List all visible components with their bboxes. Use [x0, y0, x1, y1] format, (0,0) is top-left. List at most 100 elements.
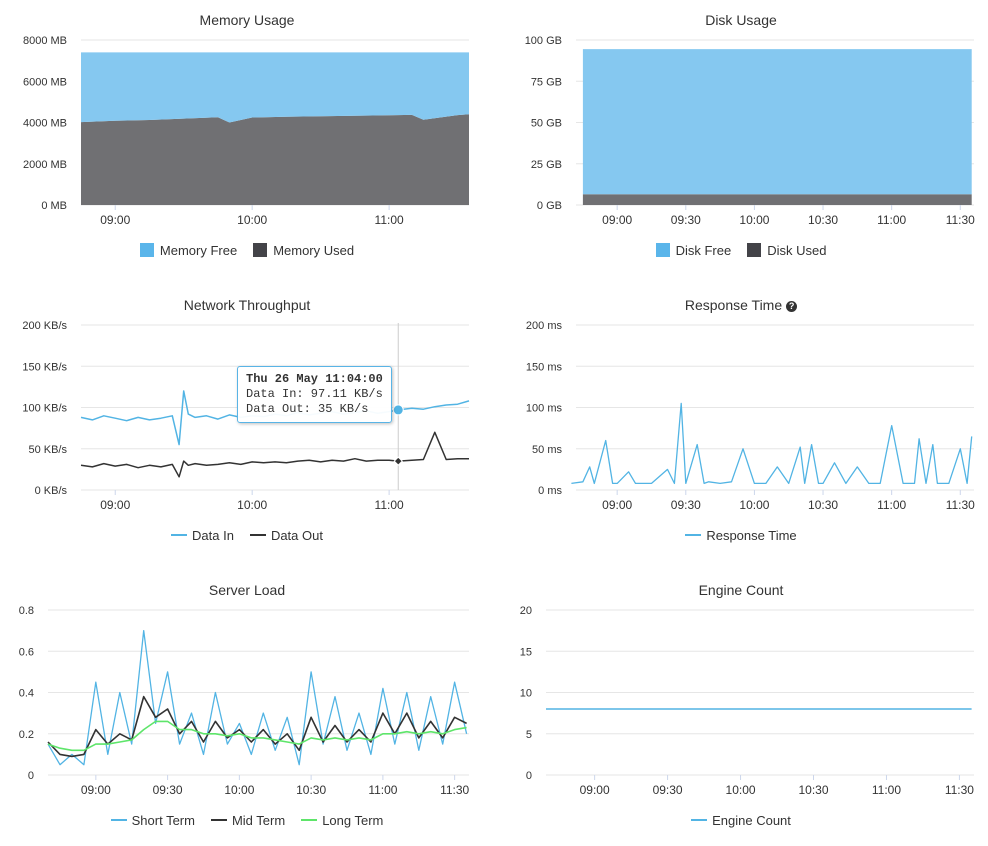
server-load-title: Server Load [208, 582, 286, 598]
y-tick-label: 75 GB [531, 76, 562, 88]
legend-swatch-icon [301, 819, 318, 821]
legend-label: Response Time [706, 528, 797, 543]
y-tick-label: 6000 MB [23, 76, 67, 88]
x-tick-label: 09:00 [81, 783, 111, 797]
legend-label: Disk Free [675, 243, 732, 258]
legend-item-memory-used[interactable]: Memory Used [253, 243, 354, 258]
legend-item-long-term[interactable]: Long Term [301, 813, 383, 828]
legend-item-data-out[interactable]: Data Out [249, 528, 323, 543]
y-tick-label: 5 [526, 729, 532, 741]
legend-item-disk-used[interactable]: Disk Used [747, 243, 826, 258]
disk-usage-panel: Disk Usage 100 GB 75 GB 50 GB 25 GB 0 GB 09:0… [494, 0, 988, 280]
legend-swatch-icon [747, 243, 762, 257]
server-load-chart: 0.8 0.6 0.4 0.2 0 09:00 09:30 10:00 10:30 11:00 11… [19, 605, 470, 797]
disk-usage-chart: 100 GB 75 GB 50 GB 25 GB 0 GB 09:00 09:30 10:00… [525, 35, 975, 227]
legend-label: Mid Term [231, 813, 286, 828]
x-tick-label: 10:00 [237, 213, 267, 227]
x-tick-label: 11:00 [877, 213, 906, 227]
x-tick-label: 09:00 [100, 213, 130, 227]
tooltip-data-in: Data In: 97.11 KB/s [246, 387, 383, 401]
y-tick-label: 100 ms [526, 403, 563, 415]
y-tick-label: 0.4 [19, 688, 34, 700]
response-time-panel: Response Time? 200 ms 150 ms 100 ms 50 ms 0 … [494, 285, 988, 565]
x-tick-label: 10:00 [739, 213, 769, 227]
disk-usage-title: Disk Usage [705, 12, 777, 28]
y-tick-label: 0 [28, 770, 34, 782]
response-time-title-row: Response Time? [494, 297, 988, 313]
x-tick-label: 11:30 [440, 783, 469, 797]
y-tick-label: 150 KB/s [22, 361, 67, 373]
y-tick-label: 50 GB [531, 118, 562, 130]
legend-item-response-time[interactable]: Response Time [685, 528, 797, 543]
mid-term-line [47, 695, 467, 758]
x-tick-label: 11:30 [946, 213, 975, 227]
engine-count-panel: Engine Count 20 15 10 5 0 09:00 09:30 10:00 10:3… [494, 570, 988, 846]
disk-free-area [582, 49, 972, 195]
y-tick-label: 8000 MB [23, 35, 67, 47]
legend-label: Engine Count [712, 813, 791, 828]
server-load-legend: Short Term Mid Term Long Term [0, 813, 494, 828]
x-tick-label: 09:00 [100, 498, 130, 512]
y-tick-label: 0 KB/s [35, 485, 68, 497]
y-tick-label: 25 GB [531, 159, 562, 171]
y-tick-label: 0.2 [19, 729, 34, 741]
y-tick-label: 15 [520, 646, 532, 658]
server-load-panel: Server Load 0.8 0.6 0.4 0.2 0 09:00 09:30 10:00… [0, 570, 494, 846]
y-tick-label: 0.6 [19, 646, 34, 658]
x-tick-label: 11:00 [368, 783, 397, 797]
legend-swatch-icon [655, 243, 670, 257]
y-tick-label: 100 KB/s [22, 403, 67, 415]
legend-swatch-icon [249, 534, 266, 536]
x-tick-label: 11:30 [946, 498, 975, 512]
x-tick-label: 11:00 [375, 498, 404, 512]
disk-usage-legend: Disk Free Disk Used [494, 243, 988, 258]
response-time-chart: 200 ms 150 ms 100 ms 50 ms 0 ms 09:00 09:30 10:… [526, 320, 975, 512]
x-tick-label: 10:00 [726, 783, 756, 797]
memory-usage-legend: Memory Free Memory Used [0, 243, 494, 258]
response-time-line [571, 402, 973, 485]
x-tick-label: 09:30 [653, 783, 683, 797]
x-tick-label: 10:00 [224, 783, 254, 797]
response-time-legend: Response Time [494, 528, 988, 543]
legend-item-mid-term[interactable]: Mid Term [210, 813, 286, 828]
network-throughput-legend: Data In Data Out [0, 528, 494, 543]
response-time-title: Response Time [684, 297, 783, 313]
y-tick-label: 50 ms [532, 444, 562, 456]
legend-swatch-icon [110, 819, 127, 821]
legend-item-engine-count[interactable]: Engine Count [691, 813, 791, 828]
disk-used-area [582, 194, 972, 205]
y-tick-label: 0 [526, 770, 532, 782]
legend-swatch-icon [210, 819, 227, 821]
y-tick-label: 200 KB/s [22, 320, 67, 332]
question-circle-icon[interactable]: ? [786, 301, 798, 312]
x-tick-label: 11:30 [945, 783, 974, 797]
legend-item-data-in[interactable]: Data In [171, 528, 234, 543]
engine-count-chart: 20 15 10 5 0 09:00 09:30 10:00 10:30 11:00 11:30 [520, 605, 975, 797]
x-tick-label: 11:00 [375, 213, 404, 227]
tooltip-data-out: Data Out: 35 KB/s [246, 402, 369, 416]
y-tick-label: 150 ms [526, 361, 563, 373]
network-throughput-title: Network Throughput [183, 297, 311, 313]
network-tooltip: Thu 26 May 11:04:00 Data In: 97.11 KB/s … [237, 366, 392, 423]
data-out-hover-marker [393, 456, 403, 466]
y-tick-label: 0 GB [537, 200, 562, 212]
memory-used-area [81, 114, 469, 205]
memory-free-area [81, 52, 469, 123]
legend-item-disk-free[interactable]: Disk Free [655, 243, 732, 258]
legend-item-short-term[interactable]: Short Term [110, 813, 195, 828]
memory-usage-panel: Memory Usage 8000 MB 6000 MB 4000 MB 2000 M… [0, 0, 494, 280]
long-term-line [47, 720, 467, 752]
x-tick-label: 09:00 [602, 213, 632, 227]
x-tick-label: 10:30 [808, 498, 838, 512]
legend-swatch-icon [685, 534, 702, 536]
legend-label: Disk Used [767, 243, 827, 258]
data-out-line [80, 431, 469, 478]
y-tick-label: 2000 MB [23, 159, 67, 171]
y-tick-label: 4000 MB [23, 118, 67, 130]
legend-label: Memory Used [273, 243, 355, 258]
legend-swatch-icon [171, 534, 188, 536]
x-tick-label: 10:30 [798, 783, 828, 797]
x-tick-label: 11:00 [872, 783, 901, 797]
legend-item-memory-free[interactable]: Memory Free [139, 243, 237, 258]
y-tick-label: 200 ms [526, 320, 563, 332]
